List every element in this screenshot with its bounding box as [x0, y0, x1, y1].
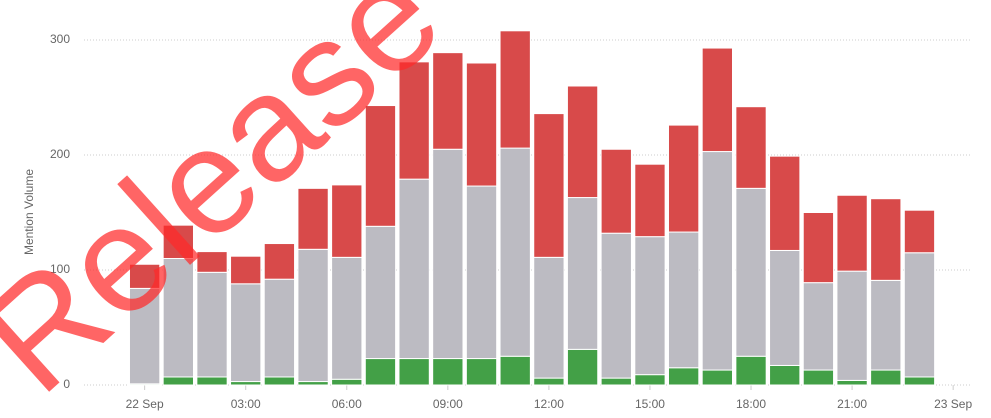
bar-segment [667, 367, 700, 386]
bar-segment [162, 224, 194, 259]
bar-segment [769, 155, 801, 251]
bar-segment [162, 376, 194, 386]
bar-segment [499, 147, 531, 357]
bar-segment [432, 148, 464, 360]
bar-segment [263, 243, 296, 280]
bar-segment [903, 252, 936, 378]
x-tick-label: 23 Sep [934, 397, 972, 411]
bar-segment [331, 184, 363, 258]
bar-segment [802, 369, 835, 386]
bar-segment [432, 52, 464, 150]
x-tick-label: 03:00 [231, 397, 261, 411]
bar-segment [398, 178, 430, 360]
bar-segment [297, 381, 329, 386]
bar-segment [634, 236, 666, 376]
x-tick-label: 09:00 [433, 397, 463, 411]
bar-segment [701, 151, 733, 371]
bar-segment [196, 376, 228, 386]
bar-segment [230, 255, 262, 285]
bar-segment [870, 369, 902, 386]
bar-segment [600, 148, 632, 234]
bar-segment [533, 113, 565, 258]
bar-segment [836, 270, 868, 381]
bar-segment [499, 30, 531, 149]
bar-segment [297, 187, 329, 250]
y-tick-label: 0 [63, 377, 70, 391]
y-axis-label: Mention Volume [22, 169, 36, 255]
bar-segment [465, 358, 498, 386]
bar-segment [297, 248, 329, 383]
bar-segment [870, 198, 902, 281]
bar-segment [196, 271, 228, 378]
bar-segment [263, 278, 296, 378]
y-tick-label: 200 [50, 147, 70, 161]
bar-segment [802, 212, 835, 284]
bar-segment [634, 163, 666, 238]
x-tick-label: 18:00 [736, 397, 766, 411]
bar-segment [600, 232, 632, 379]
bar-segment [870, 279, 902, 371]
bar-segment [634, 374, 666, 386]
bar-segment [364, 105, 397, 227]
bar-segment [364, 358, 397, 386]
bar-segment [836, 194, 868, 272]
bar-segment [465, 185, 498, 360]
bar-segment [331, 378, 363, 386]
bar-segment [432, 358, 464, 386]
bar-segment [263, 376, 296, 386]
bar-segment [533, 377, 565, 386]
bar-segment [836, 379, 868, 386]
x-tick-label: 15:00 [635, 397, 665, 411]
bar-segment [903, 209, 936, 254]
bar-segment [533, 256, 565, 379]
bar-segment [735, 355, 767, 386]
bar-segment [162, 258, 194, 378]
bar-segment [735, 187, 767, 357]
bar-segment [735, 106, 767, 189]
bar-segment [196, 251, 228, 273]
y-tick-label: 100 [50, 262, 70, 276]
bar-segment [701, 369, 733, 386]
bar-segment [398, 358, 430, 386]
bar-segment [701, 47, 733, 153]
x-tick-label: 12:00 [534, 397, 564, 411]
bar-segment [331, 256, 363, 380]
bar-segment [566, 348, 599, 386]
bar-segment [667, 124, 700, 233]
bar-segment [465, 62, 498, 187]
bar-segment [566, 197, 599, 350]
bar-segment [769, 249, 801, 366]
x-tick-label: 22 Sep [126, 397, 164, 411]
bar-segment [499, 355, 531, 386]
x-tick-label: 06:00 [332, 397, 362, 411]
bar-segment [802, 282, 835, 371]
bar-segment [364, 225, 397, 360]
bar-segment [600, 377, 632, 386]
bar-segment [398, 61, 430, 180]
x-tick-label: 21:00 [837, 397, 867, 411]
bar-segment [128, 287, 161, 385]
bar-segment [769, 364, 801, 386]
bar-segment [903, 376, 936, 386]
y-tick-label: 300 [50, 32, 70, 46]
bar-segment [128, 263, 161, 289]
bar-segment [566, 85, 599, 199]
bar-segment [230, 381, 262, 386]
bar-segment [667, 231, 700, 369]
bar-segment [230, 283, 262, 383]
